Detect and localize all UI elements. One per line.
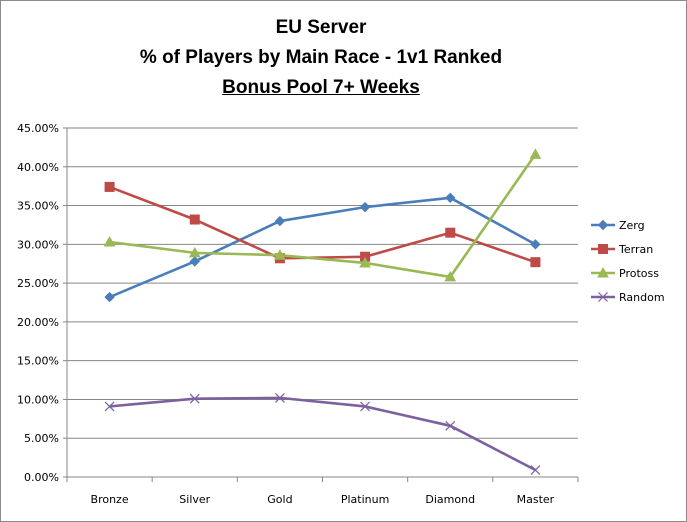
legend-label-zerg: Zerg [619, 219, 645, 232]
legend-label-protoss: Protoss [619, 267, 659, 280]
data-point-terran [104, 181, 115, 192]
data-point-zerg [445, 192, 456, 204]
data-point-protoss [103, 235, 116, 247]
y-tick-label: 15.00% [17, 355, 59, 368]
data-point-random-stroke [360, 401, 371, 412]
x-tick-label: Diamond [425, 493, 475, 506]
data-point-random [530, 465, 541, 475]
data-point-zerg [530, 239, 541, 250]
data-point-random [104, 401, 115, 412]
y-tick-label: 20.00% [17, 316, 59, 329]
data-point-terran [445, 227, 456, 238]
data-point-random [274, 392, 285, 403]
legend-marker-terran [598, 244, 608, 254]
y-tick-label: 40.00% [17, 161, 59, 174]
series-zerg [104, 192, 541, 303]
chart-titles: EU Server % of Players by Main Race - 1v… [1, 13, 641, 103]
series-random [104, 392, 541, 475]
x-tick-label: Master [517, 493, 555, 506]
x-tick-label: Bronze [91, 493, 129, 506]
series-terran [104, 181, 541, 268]
y-tick-label: 0.00% [24, 471, 59, 484]
legend-marker-protoss [597, 266, 609, 278]
data-point-random [360, 401, 371, 412]
data-point-zerg [359, 201, 371, 213]
data-point-random-stroke [189, 393, 200, 404]
x-tick-label: Silver [179, 493, 210, 506]
data-point-protoss [529, 148, 542, 159]
y-tick-label: 5.00% [24, 432, 59, 445]
legend-marker-random [598, 292, 608, 302]
x-tick-label: Platinum [341, 493, 389, 506]
chart-title: EU Server [275, 17, 367, 38]
data-point-protoss [359, 256, 371, 268]
data-point-terran [189, 214, 200, 225]
data-point-zerg [274, 215, 286, 227]
data-point-zerg [189, 256, 200, 267]
chart-subtitle-2: Bonus Pool 7+ Weeks [222, 77, 420, 98]
data-point-zerg [104, 291, 115, 303]
series-line-terran [109, 185, 536, 264]
y-tick-label: 25.00% [17, 277, 59, 290]
data-point-random-stroke [104, 401, 115, 412]
y-tick-label: 35.00% [17, 200, 59, 213]
data-point-random-stroke [274, 392, 285, 403]
chart-subtitle: % of Players by Main Race - 1v1 Ranked [139, 47, 503, 68]
series-protoss [103, 148, 542, 282]
data-point-random [445, 420, 456, 431]
y-tick-label: 30.00% [17, 238, 59, 251]
series-line-zerg [109, 196, 537, 299]
legend-label-random: Random [619, 291, 665, 304]
legend-marker-random-stroke [598, 292, 608, 302]
data-point-random [189, 393, 200, 404]
legend: Zerg Terran Protoss Random [591, 219, 665, 304]
data-point-terran [530, 257, 541, 268]
y-tick-label: 45.00% [17, 122, 59, 135]
data-point-protoss [444, 270, 457, 282]
y-tick-label: 10.00% [17, 393, 59, 406]
data-point-protoss [274, 249, 286, 260]
legend-label-terran: Terran [618, 243, 653, 256]
data-point-random-stroke [445, 420, 456, 431]
data-point-random-stroke [530, 465, 541, 475]
legend-marker-zerg [597, 219, 609, 231]
series-line-random [109, 396, 537, 472]
x-tick-label: Gold [267, 493, 292, 506]
data-point-protoss [188, 246, 201, 258]
series-line-protoss [109, 153, 537, 279]
